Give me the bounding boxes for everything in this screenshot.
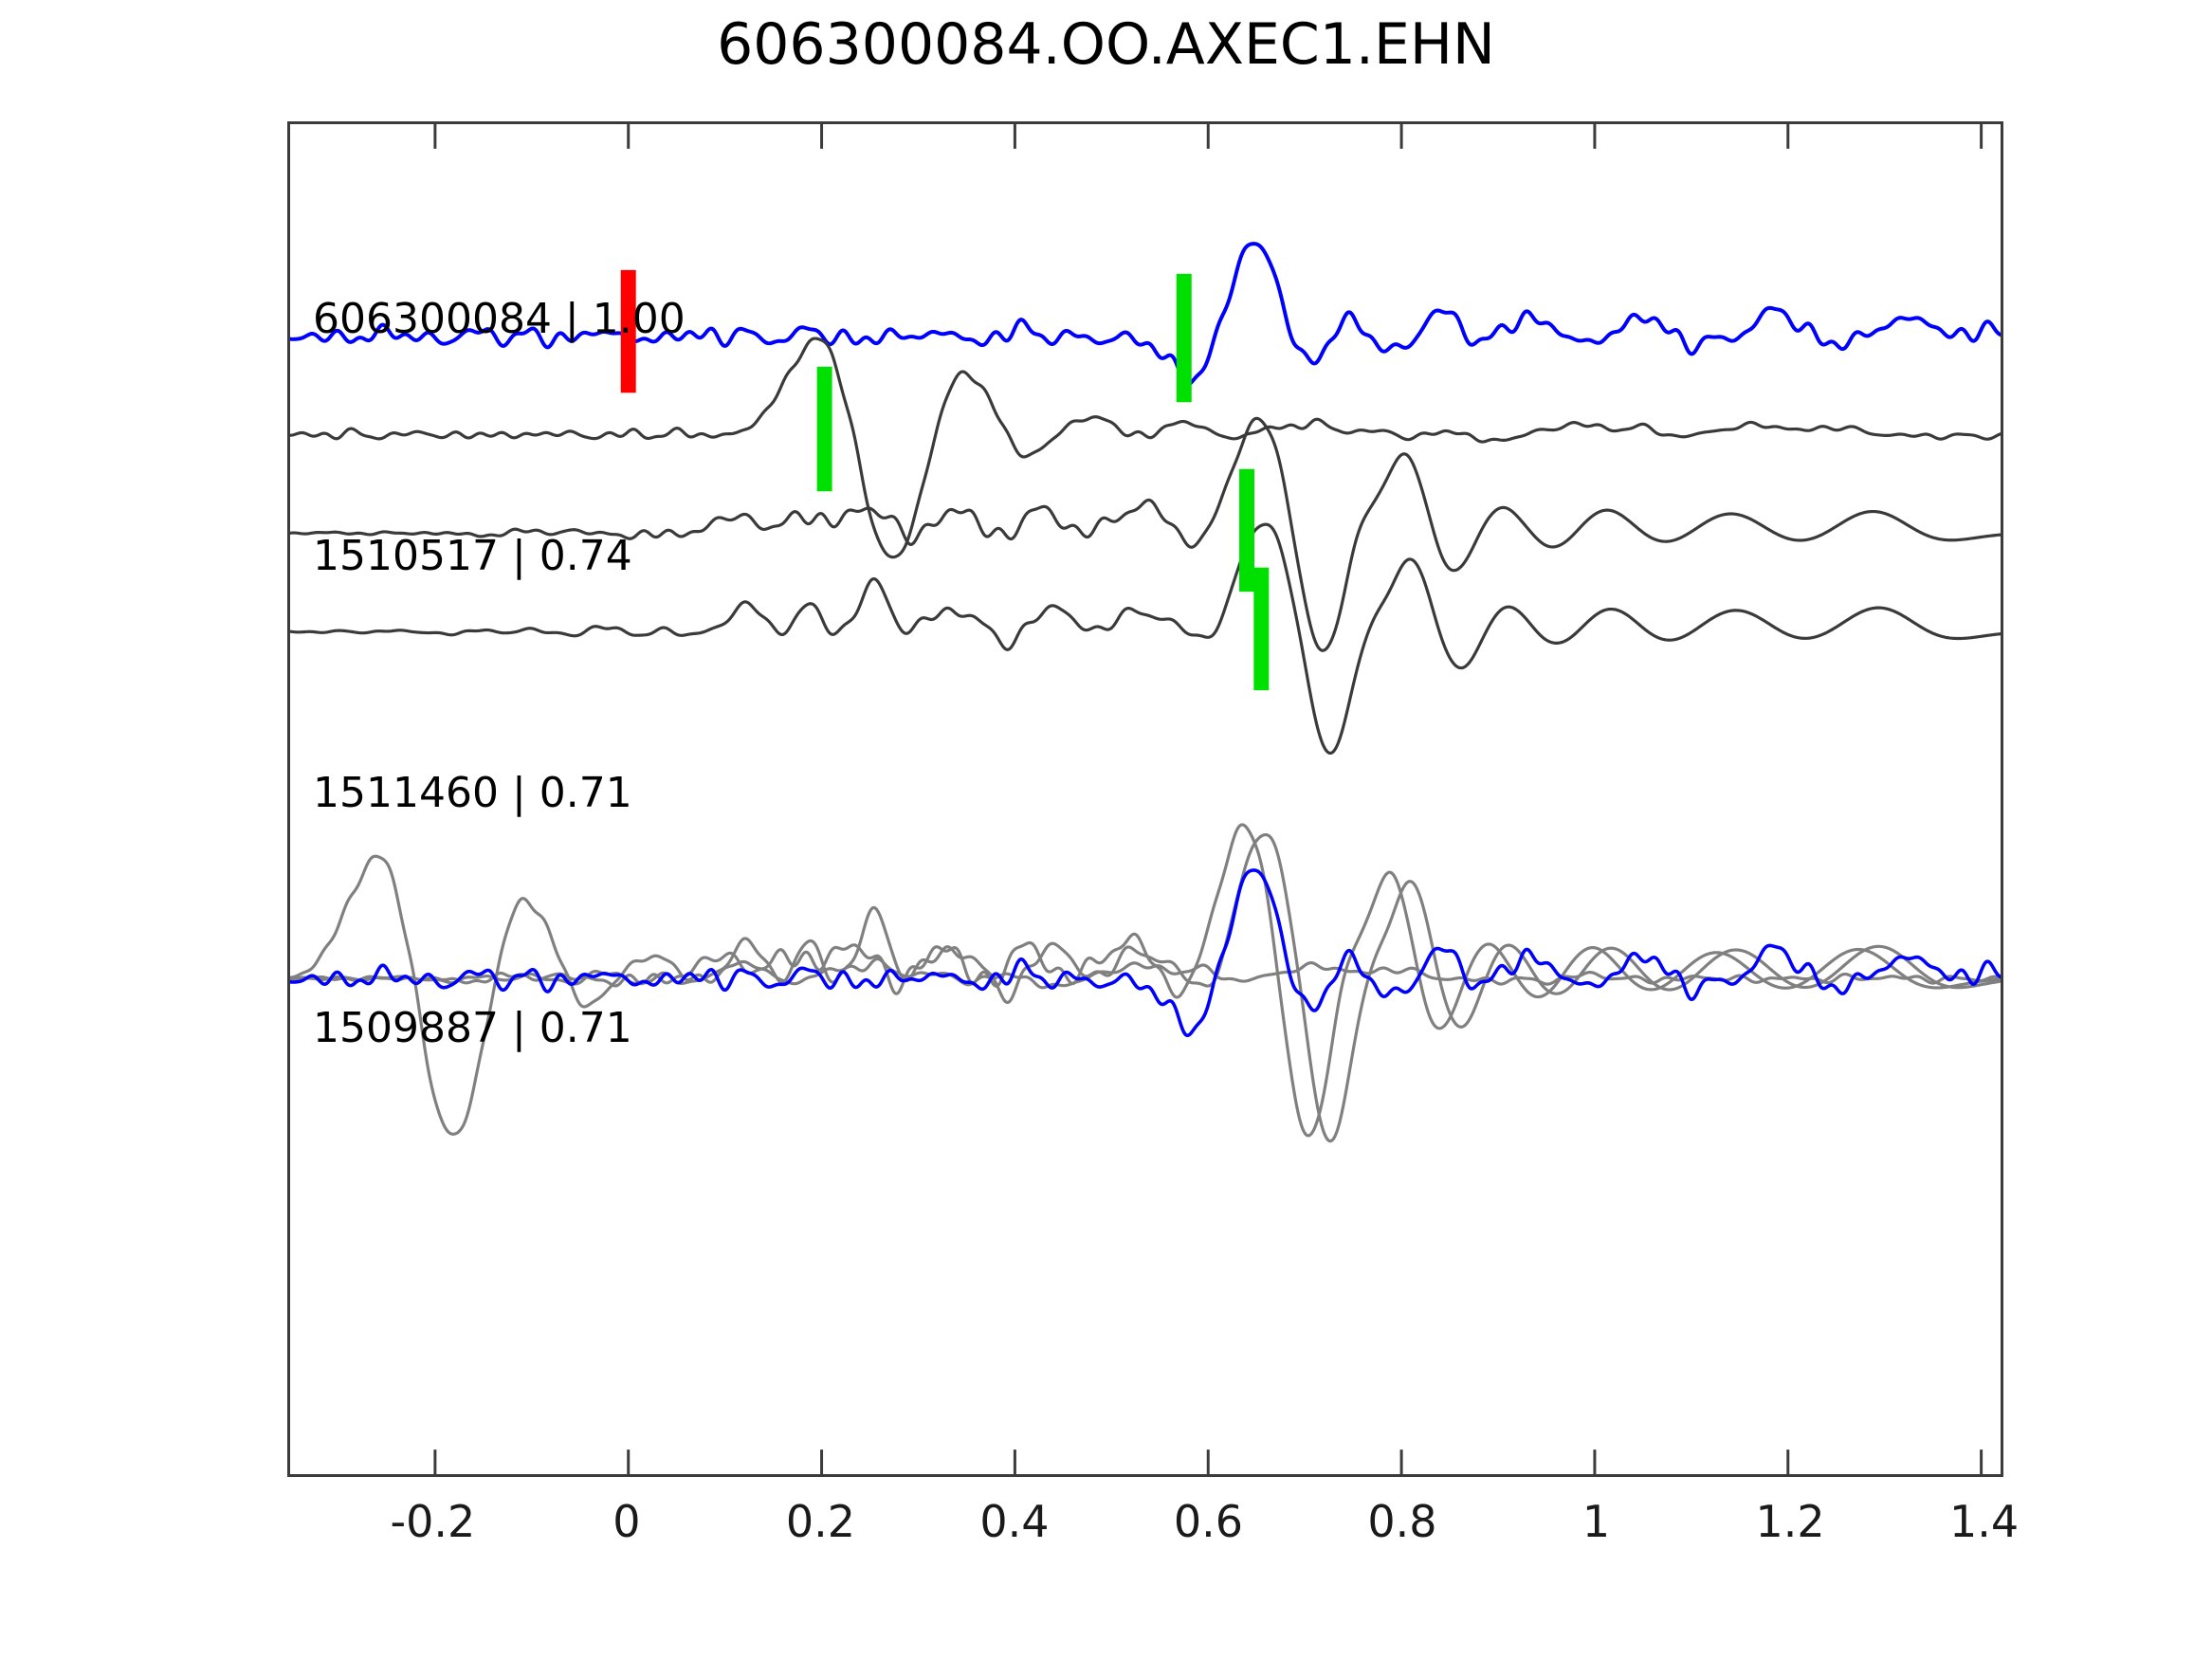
trace-paths (290, 242, 2001, 1143)
trace-label-0: 606300084 | 1.00 (313, 295, 686, 343)
x-tick-label: 1.2 (1755, 1496, 1825, 1547)
pick-marker-s-1509887[interactable] (1253, 567, 1270, 691)
x-tick-label: 0.6 (1173, 1496, 1244, 1547)
x-tick-label: 0.8 (1367, 1496, 1437, 1547)
x-tick-label: 1.4 (1948, 1496, 2020, 1547)
trace-label-3: 1509887 | 0.71 (313, 1004, 632, 1052)
trace-line (290, 823, 2001, 1138)
pick-marker-s-1511460[interactable] (1239, 468, 1254, 592)
x-axis-ticks (433, 124, 1983, 1474)
trace-line (290, 854, 2001, 1136)
trace-label-2: 1511460 | 0.71 (313, 769, 632, 817)
trace-line (290, 416, 2001, 652)
pick-marker-s-1510517[interactable] (816, 366, 832, 492)
x-tick-label: -0.2 (390, 1496, 476, 1547)
x-axis-tick-labels: -0.2 0 0.2 0.4 0.6 0.8 1 1.2 1.4 (0, 1496, 2212, 1562)
plot-area: 606300084 | 1.00 1510517 | 0.74 1511460 … (287, 121, 2003, 1477)
x-tick-label: 1 (1581, 1496, 1611, 1547)
pick-markers[interactable] (620, 269, 1270, 691)
trace-line (290, 242, 2001, 387)
trace-label-1: 1510517 | 0.74 (313, 532, 632, 580)
trace-line (290, 522, 2001, 756)
x-tick-label: 0 (612, 1496, 641, 1547)
page-title: 606300084.OO.AXEC1.EHN (717, 11, 1495, 78)
pick-marker-s-606300084[interactable] (1176, 273, 1192, 403)
x-tick-label: 0.2 (785, 1496, 855, 1547)
trace-line (290, 868, 2001, 1038)
x-tick-label: 0.4 (979, 1496, 1050, 1547)
trace-line (290, 337, 2001, 559)
pick-marker-p-606300084[interactable] (620, 269, 636, 393)
waveform-canvas (290, 124, 2001, 1474)
